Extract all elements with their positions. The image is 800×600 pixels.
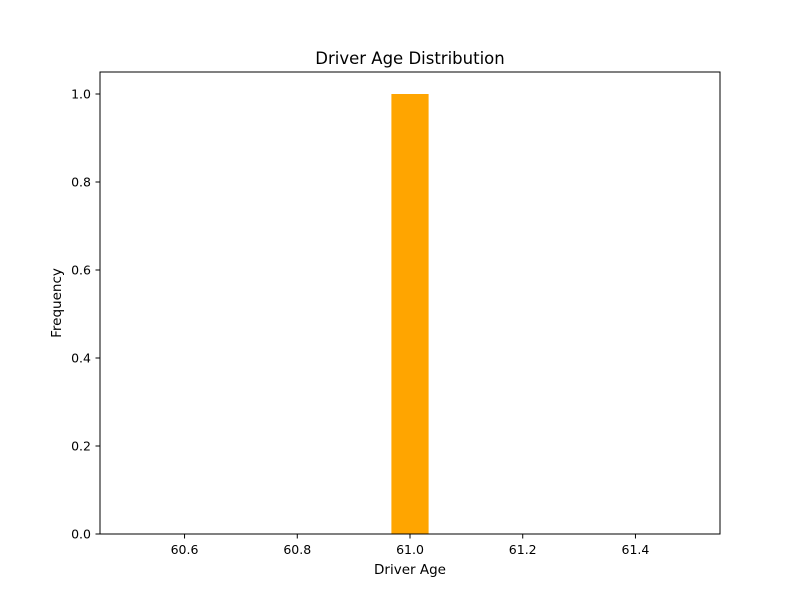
bars-group xyxy=(391,94,429,534)
y-ticks-group: 0.0 0.2 0.4 0.6 0.8 1.0 xyxy=(71,87,100,542)
y-tick-label: 1.0 xyxy=(71,87,91,102)
histogram-bar-0 xyxy=(391,94,429,534)
x-tick-label: 61.0 xyxy=(396,542,424,557)
x-axis-title: Driver Age xyxy=(374,562,446,578)
y-tick-label: 0.2 xyxy=(71,439,91,454)
y-tick-label: 0.8 xyxy=(71,175,91,190)
x-tick-label: 60.6 xyxy=(171,542,199,557)
x-tick-label: 61.4 xyxy=(622,542,650,557)
y-tick-label: 0.6 xyxy=(71,263,91,278)
x-tick-label: 60.8 xyxy=(283,542,311,557)
x-tick-label: 61.2 xyxy=(509,542,537,557)
y-tick-label: 0.4 xyxy=(71,351,91,366)
x-ticks-group: 60.6 60.8 61.0 61.2 61.4 xyxy=(171,534,650,557)
plot-frame xyxy=(99,71,721,535)
y-tick-label: 0.0 xyxy=(71,527,91,542)
y-axis-title: Frequency xyxy=(49,268,65,338)
chart-title: Driver Age Distribution xyxy=(315,49,504,68)
